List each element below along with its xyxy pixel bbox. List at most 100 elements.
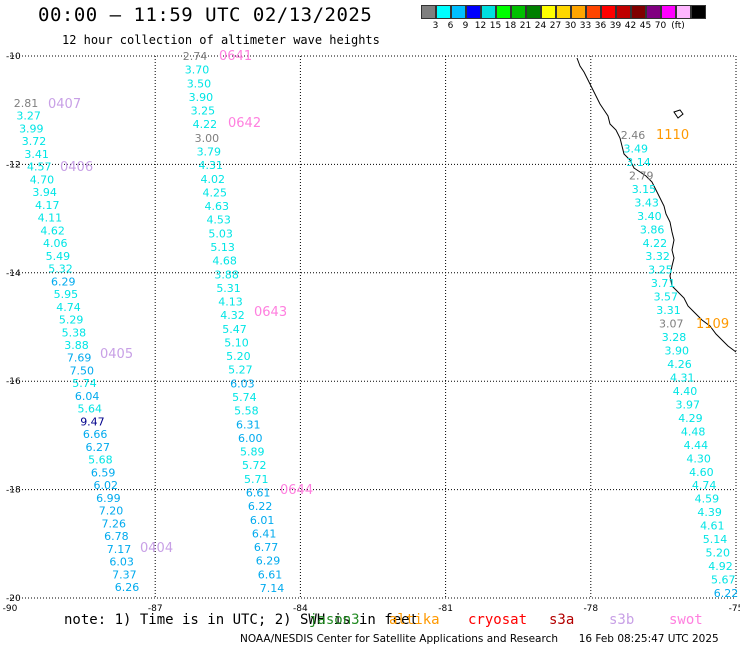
wave-height-value: 3.88	[64, 339, 89, 352]
scale-label: 21	[519, 21, 532, 31]
scale-label: 42	[624, 21, 637, 31]
wave-height-value: 3.97	[675, 398, 700, 411]
scale-swatch	[691, 5, 706, 19]
wave-height-value: 5.67	[711, 574, 736, 587]
wave-height-value: 7.20	[99, 505, 124, 518]
wave-height-value: 3.07	[659, 318, 684, 331]
scale-swatch	[526, 5, 541, 19]
wave-height-value: 6.78	[104, 530, 129, 543]
pass-label: 0641	[219, 49, 252, 64]
wave-height-value: 4.31	[199, 159, 224, 172]
wave-height-value: 3.90	[189, 91, 214, 104]
wave-height-value: 6.29	[256, 555, 281, 568]
scale-swatch	[646, 5, 661, 19]
scale-label: 36	[594, 21, 607, 31]
pass-label: 1109	[696, 317, 729, 332]
map-title: 00:00 — 11:59 UTC 02/13/2025	[38, 4, 373, 26]
wave-height-value: 3.25	[191, 105, 216, 118]
coastline-path	[576, 57, 737, 353]
scale-swatch	[481, 5, 496, 19]
scale-swatch	[466, 5, 481, 19]
wave-height-value: 4.57	[27, 161, 52, 174]
map-subtitle: 12 hour collection of altimeter wave hei…	[62, 33, 380, 47]
wave-height-value: 5.58	[234, 405, 259, 418]
scale-label: 18	[504, 21, 517, 31]
wave-height-value: 5.29	[59, 314, 84, 327]
wave-height-value: 6.00	[238, 432, 263, 445]
lat-tick-label: -12	[6, 160, 21, 170]
wave-height-value: 6.01	[250, 514, 275, 527]
wave-height-value: 4.40	[673, 385, 698, 398]
wave-height-value: 5.31	[216, 282, 241, 295]
wave-height-value: 5.72	[242, 459, 267, 472]
satellite-legend-item: s3a	[549, 612, 575, 628]
wave-height-value: 4.17	[35, 199, 60, 212]
wave-height-value: 6.77	[254, 541, 279, 554]
wave-height-value: 4.32	[220, 309, 245, 322]
wave-height-value: 4.02	[201, 173, 226, 186]
lat-tick-label: -10	[6, 52, 21, 62]
wave-height-value: 6.02	[93, 479, 118, 492]
footer-note: note: 1) Time is in UTC; 2) SWH is in fe…	[64, 612, 419, 628]
lat-tick-label: -18	[6, 486, 21, 496]
scale-label: 3	[432, 21, 439, 31]
scale-swatch	[676, 5, 691, 19]
lon-tick-label: -90	[3, 604, 18, 614]
lon-tick-label: -84	[293, 604, 308, 614]
satellite-legend-item: jason3	[309, 612, 360, 628]
wave-height-value: 6.22	[714, 587, 739, 600]
wave-height-value: 6.59	[91, 466, 116, 479]
wave-height-value: 5.14	[703, 533, 728, 546]
wave-height-value: 3.32	[645, 250, 670, 263]
scale-label: 24	[534, 21, 547, 31]
lon-tick-label: -78	[583, 604, 598, 614]
wave-height-value: 3.57	[654, 291, 679, 304]
wave-height-value: 3.86	[640, 223, 665, 236]
wave-height-value: 6.66	[83, 428, 108, 441]
wave-height-value: 3.40	[637, 210, 662, 223]
pass-label: 1110	[656, 128, 689, 143]
scale-label: 33	[579, 21, 592, 31]
wave-height-value: 2.81	[14, 97, 39, 110]
satellite-legend-item: altika	[389, 612, 440, 628]
wave-height-value: 3.72	[22, 135, 47, 148]
wave-height-value: 4.11	[38, 212, 63, 225]
wave-height-value: 4.48	[681, 425, 706, 438]
wave-height-value: 4.44	[684, 439, 709, 452]
wave-height-value: 6.31	[236, 418, 261, 431]
footer-credit: NOAA/NESDIS Center for Satellite Applica…	[240, 633, 719, 645]
wave-height-value: 4.29	[678, 412, 703, 425]
color-scale-labels: 3 6 9 12 15 18 21 24 27 30 33 36 39 42 45 70 (ft)	[421, 21, 706, 31]
wave-height-value: 6.04	[75, 390, 100, 403]
scale-label: 27	[549, 21, 562, 31]
satellite-legend-item: swot	[669, 612, 703, 628]
wave-height-value: 3.28	[662, 331, 687, 344]
wave-height-value: 2.46	[621, 129, 646, 142]
scale-swatch	[631, 5, 646, 19]
wave-height-value: 3.31	[656, 304, 681, 317]
coastline	[576, 57, 737, 353]
wave-height-value: 5.89	[240, 446, 265, 459]
wave-height-value: 5.74	[72, 377, 97, 390]
wave-height-value: 3.99	[19, 122, 44, 135]
wave-height-value: 4.70	[30, 173, 55, 186]
wave-height-value: 9.47	[80, 415, 105, 428]
axis-ticks: -90 -87 -84 -81 -78 -75 -10 -12 -14 -16 -18 -20	[3, 52, 740, 614]
lake-titicaca-shape	[673, 109, 684, 119]
scale-swatch	[451, 5, 466, 19]
color-scale-legend: 3 6 9 12 15 18 21 24 27 30 33 36 39 42 45 70 (ft)	[421, 5, 706, 31]
wave-height-value: 6.61	[258, 568, 283, 581]
wave-height-value: 3.14	[626, 156, 651, 169]
wave-height-value: 6.41	[252, 527, 277, 540]
scale-swatch	[571, 5, 586, 19]
wave-height-value: 4.74	[692, 479, 717, 492]
scale-label: 45	[639, 21, 652, 31]
wave-height-value: 3.79	[197, 145, 222, 158]
wave-height-value: 3.00	[195, 132, 220, 145]
scale-swatch	[421, 5, 436, 19]
wave-height-value: 6.22	[248, 500, 273, 513]
scale-swatch	[436, 5, 451, 19]
credit-text: NOAA/NESDIS Center for Satellite Applica…	[240, 633, 558, 645]
pass-labels: 0407 0406 0405 0404 0641 0642 0643 0644 1110 1109	[48, 49, 729, 556]
graticule	[10, 55, 737, 599]
